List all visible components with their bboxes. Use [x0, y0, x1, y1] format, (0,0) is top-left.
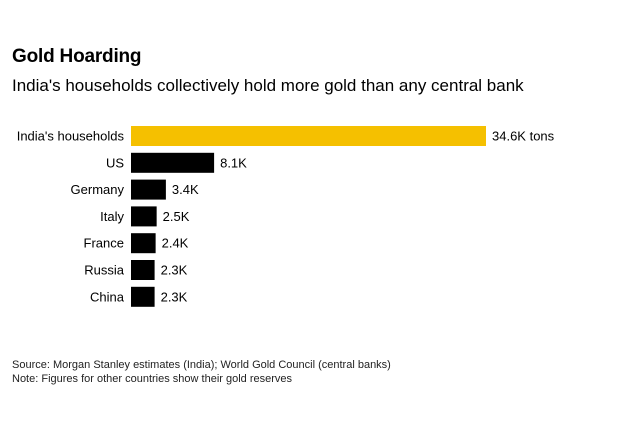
bar-russia — [131, 260, 155, 280]
category-label-france: France — [84, 236, 124, 251]
data-label-italy: 2.5K — [163, 209, 190, 224]
category-label-italy: Italy — [100, 209, 124, 224]
bar-france — [131, 233, 156, 254]
bar-us — [131, 152, 215, 173]
category-label-us: US — [106, 155, 124, 170]
footer-note: Note: Figures for other countries show t… — [12, 373, 293, 385]
category-label-china: China — [90, 289, 125, 304]
bar-india-s-households — [131, 126, 486, 146]
data-label-germany: 3.4K — [172, 182, 199, 197]
category-label-india-s-households: India's households — [17, 129, 125, 144]
data-label-russia: 2.3K — [161, 263, 188, 278]
chart-subtitle: India's households collectively hold mor… — [12, 76, 524, 95]
data-label-france: 2.4K — [162, 236, 189, 251]
chart-title: Gold Hoarding — [12, 46, 142, 67]
source-note: Source: Morgan Stanley estimates (India)… — [12, 359, 391, 371]
category-label-russia: Russia — [84, 263, 125, 278]
bar-china — [131, 286, 155, 307]
data-label-china: 2.3K — [161, 289, 188, 304]
data-label-us: 8.1K — [220, 155, 247, 170]
data-label-india-s-households: 34.6K tons — [492, 129, 555, 144]
bar-germany — [131, 179, 166, 200]
bar-italy — [131, 206, 157, 227]
category-label-germany: Germany — [71, 182, 125, 197]
